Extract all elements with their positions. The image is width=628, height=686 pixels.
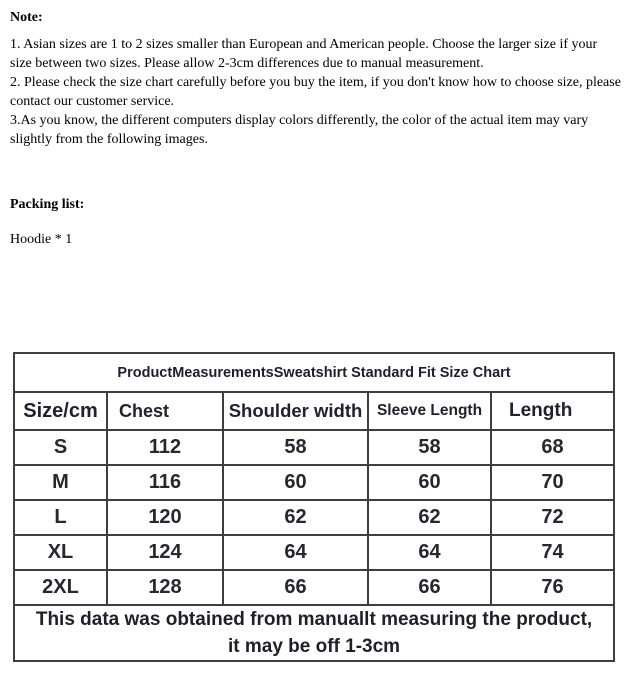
- table-row-size-xl: XL 124 64 64 74: [13, 534, 616, 571]
- table-row-size-2xl: 2XL 128 66 66 76: [13, 569, 616, 606]
- disclaimer-line-1: This data was obtained from manuallt mea…: [35, 609, 593, 630]
- cell-shoulder: 64: [222, 534, 369, 571]
- size-chart-title: ProductMeasurementsSweatshirt Standard F…: [12, 352, 616, 393]
- cell-chest: 112: [106, 429, 224, 466]
- cell-size: S: [13, 429, 108, 466]
- size-chart-title-row: ProductMeasurementsSweatshirt Standard F…: [12, 352, 616, 393]
- cell-sleeve: 66: [367, 569, 492, 606]
- cell-shoulder: 66: [222, 569, 369, 606]
- cell-sleeve: 58: [367, 429, 492, 466]
- cell-chest: 128: [106, 569, 224, 606]
- column-header-shoulder-width: Shoulder width: [222, 391, 369, 431]
- column-header-chest: Chest: [106, 391, 224, 431]
- cell-size: XL: [13, 534, 108, 571]
- cell-chest: 116: [106, 464, 224, 501]
- column-header-length: Length: [489, 391, 616, 431]
- note-item-1: 1. Asian sizes are 1 to 2 sizes smaller …: [10, 37, 598, 71]
- cell-sleeve: 60: [367, 464, 492, 501]
- cell-length: 72: [489, 499, 616, 536]
- note-section: Note: 1. Asian sizes are 1 to 2 sizes sm…: [10, 8, 622, 249]
- cell-shoulder: 62: [222, 499, 369, 536]
- cell-chest: 120: [106, 499, 224, 536]
- note-item-3: 3.As you know, the different computers d…: [10, 113, 589, 147]
- cell-sleeve: 62: [367, 499, 492, 536]
- packing-list-item: Hoodie * 1: [10, 232, 73, 247]
- cell-size: 2XL: [13, 569, 108, 606]
- table-row-size-l: L 120 62 62 72: [13, 499, 616, 536]
- cell-sleeve: 64: [367, 534, 492, 571]
- disclaimer-line-2: it may be off 1-3cm: [227, 636, 401, 657]
- table-row-size-s: S 112 58 58 68: [13, 429, 616, 466]
- table-row-size-m: M 116 60 60 70: [13, 464, 616, 501]
- note-item-2: 2. Please check the size chart carefully…: [10, 75, 621, 109]
- packing-list-heading: Packing list:: [10, 197, 85, 212]
- size-chart-table: ProductMeasurementsSweatshirt Standard F…: [12, 352, 616, 662]
- size-chart-disclaimer: This data was obtained from manuallt mea…: [12, 604, 616, 662]
- column-header-size: Size/cm: [13, 391, 108, 431]
- cell-size: L: [13, 499, 108, 536]
- cell-size: M: [13, 464, 108, 501]
- column-header-sleeve-length: Sleeve Length: [367, 391, 492, 431]
- size-chart-footer-row: This data was obtained from manuallt mea…: [12, 604, 616, 662]
- size-chart-header-row: Size/cm Chest Shoulder width Sleeve Leng…: [13, 391, 616, 431]
- cell-chest: 124: [106, 534, 224, 571]
- cell-shoulder: 60: [222, 464, 369, 501]
- note-heading: Note:: [10, 10, 43, 25]
- cell-length: 76: [489, 569, 616, 606]
- cell-shoulder: 58: [222, 429, 369, 466]
- cell-length: 74: [489, 534, 616, 571]
- cell-length: 68: [489, 429, 616, 466]
- cell-length: 70: [489, 464, 616, 501]
